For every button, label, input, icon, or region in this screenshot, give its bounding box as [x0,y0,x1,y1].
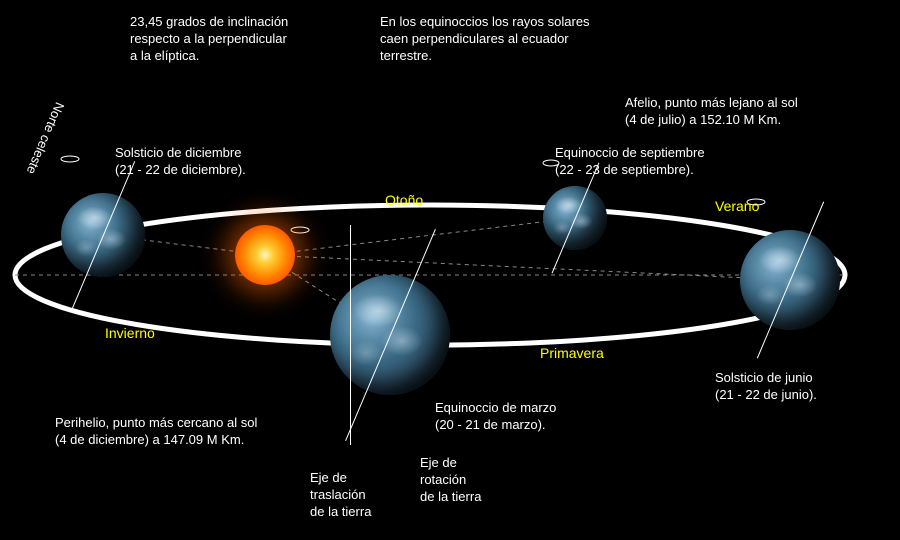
perihelion-note: Perihelio, punto más cercano al sol (4 d… [55,415,257,449]
mar-equinox-label: Equinoccio de marzo (20 - 21 de marzo). [435,400,556,434]
season-invierno: Invierno [105,325,155,341]
axis-mar-translation [350,225,351,445]
sun [235,225,295,285]
season-verano: Verano [715,198,759,214]
ray-jun [265,255,790,280]
rot-arrow-mar-top [291,227,309,233]
dec-solstice-label: Solsticio de diciembre (21 - 22 de dicie… [115,145,246,179]
tilt-note: 23,45 grados de inclinación respecto a l… [130,14,288,65]
aphelion-note: Afelio, punto más lejano al sol (4 de ju… [625,95,798,129]
season-primavera: Primavera [540,345,604,361]
jun-solstice-label: Solsticio de junio (21 - 22 de junio). [715,370,817,404]
season-otono: Otoño [385,192,423,208]
sep-equinox-label: Equinoccio de septiembre (22 - 23 de sep… [555,145,705,179]
norte-celeste-label: Norte celeste [24,100,68,176]
rot-arrow-dec [61,156,79,162]
eje-rotacion-label: Eje de rotación de la tierra [420,455,481,506]
ray-sep [265,218,575,255]
equinox-note: En los equinoccios los rayos solares cae… [380,14,590,65]
eje-traslacion-label: Eje de traslación de la tierra [310,470,371,521]
